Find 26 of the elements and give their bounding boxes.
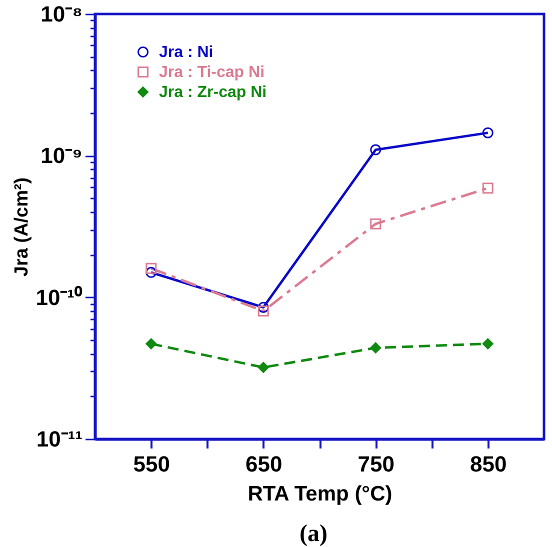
x-tick-label: 750 (358, 452, 394, 476)
point (146, 262, 157, 274)
x-tick-label: 650 (246, 452, 282, 476)
y-tick-label: 10⁻⁹ (40, 143, 82, 168)
y-axis-title: Jra (A/cm²) (12, 177, 33, 277)
point (370, 144, 382, 156)
point (370, 218, 382, 230)
point (258, 302, 269, 313)
point (258, 362, 269, 373)
y-tick-label: 10⁻¹⁰ (36, 284, 82, 310)
point (482, 182, 494, 194)
point (482, 127, 494, 138)
point (258, 306, 269, 317)
legend-label: Jra : Ti-cap Ni (159, 64, 265, 81)
y-tick-label: 10⁻⁸ (40, 2, 82, 26)
point (146, 266, 157, 278)
x-tick-label: 850 (470, 452, 507, 476)
x-tick-label: 550 (133, 452, 170, 476)
y-tick-label: 10⁻¹¹ (36, 426, 82, 452)
point (482, 338, 494, 350)
text: (a) (300, 521, 328, 547)
point (370, 342, 382, 354)
point (146, 338, 157, 350)
x-axis-title: RTA Temp (°C) (248, 482, 392, 506)
legend-label: Jra : Zr-cap Ni (159, 84, 267, 101)
legend-label: Jra : Ni (159, 44, 214, 61)
